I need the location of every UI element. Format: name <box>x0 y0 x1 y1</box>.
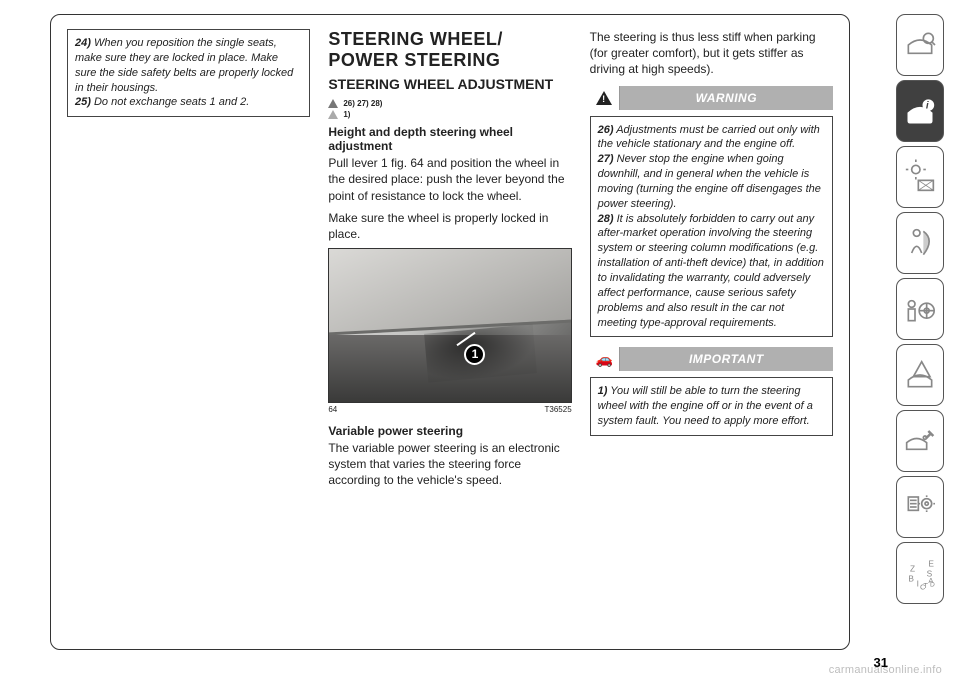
info-triangle-icon <box>328 110 338 119</box>
tab-safety[interactable] <box>896 212 944 274</box>
warning-triangle-icon <box>328 99 338 108</box>
para-lock: Make sure the wheel is properly locked i… <box>328 210 571 242</box>
tab-technical[interactable] <box>896 476 944 538</box>
note-28-text: It is absolutely forbidden to carry out … <box>598 213 824 329</box>
manual-page: 24) When you reposition the single seats… <box>50 14 850 650</box>
svg-text:B: B <box>908 573 914 583</box>
tab-lights[interactable] <box>896 146 944 208</box>
para-stiff: The steering is thus less stiff when par… <box>590 29 833 78</box>
warning-box: 26) Adjustments must be carried out only… <box>590 116 833 338</box>
important-banner-icon: 🚗 <box>590 347 620 371</box>
warning-refs: 26) 27) 28) <box>328 99 571 108</box>
svg-text:i: i <box>926 101 929 112</box>
figure-number: 64 <box>328 405 337 414</box>
svg-text:I: I <box>917 578 919 588</box>
note-1-text: You will still be able to turn the steer… <box>598 385 813 427</box>
subhead-variable: Variable power steering <box>328 424 571 438</box>
note-27-num: 27) <box>598 153 614 165</box>
subhead-adjustment: Height and depth steering wheel adjustme… <box>328 125 571 153</box>
section-tabs-sidebar: i Z B <box>896 14 944 604</box>
tab-getting-to-know[interactable] <box>896 14 944 76</box>
important-box: 1) You will still be able to turn the st… <box>590 377 833 436</box>
column-3: The steering is thus less stiff when par… <box>590 29 833 641</box>
para-pull-lever: Pull lever 1 fig. 64 and position the wh… <box>328 155 571 204</box>
figure-code: T36525 <box>545 405 572 414</box>
warning-banner-label: WARNING <box>620 91 833 105</box>
note-26-text: Adjustments must be carried out only wit… <box>598 124 820 151</box>
tab-knowing-car[interactable]: i <box>896 80 944 142</box>
warning-banner: WARNING <box>590 86 833 110</box>
important-banner-label: IMPORTANT <box>620 352 833 366</box>
note-24-text: When you reposition the single seats, ma… <box>75 37 293 94</box>
svg-text:Z: Z <box>910 563 915 573</box>
watermark: carmanualsonline.info <box>829 664 942 676</box>
tab-emergency[interactable] <box>896 344 944 406</box>
svg-text:E: E <box>928 558 934 568</box>
column-2: STEERING WHEEL/ POWER STEERING STEERING … <box>328 29 571 641</box>
tab-index[interactable]: Z B I C T E S A D <box>896 542 944 604</box>
section-subtitle: STEERING WHEEL ADJUSTMENT <box>328 76 571 93</box>
car-icon: 🚗 <box>595 351 612 368</box>
note-1-num: 1) <box>598 385 608 397</box>
tab-servicing[interactable] <box>896 410 944 472</box>
figure-caption: 64 T36525 <box>328 405 571 414</box>
note-25-num: 25) <box>75 96 91 108</box>
figure-dashboard <box>328 248 571 337</box>
important-banner: 🚗 IMPORTANT <box>590 347 833 371</box>
column-1: 24) When you reposition the single seats… <box>67 29 310 641</box>
svg-text:D: D <box>930 581 935 588</box>
warning-banner-icon <box>590 86 620 110</box>
info-refs: 1) <box>328 110 571 119</box>
note-27-text: Never stop the engine when going downhil… <box>598 153 821 210</box>
section-title: STEERING WHEEL/ POWER STEERING <box>328 29 571 70</box>
note-box-seats: 24) When you reposition the single seats… <box>67 29 310 117</box>
para-variable: The variable power steering is an electr… <box>328 440 571 489</box>
note-25-text: Do not exchange seats 1 and 2. <box>91 96 249 108</box>
figure-64: 1 <box>328 248 571 403</box>
note-28-num: 28) <box>598 213 614 225</box>
note-26-num: 26) <box>598 124 614 136</box>
note-24-num: 24) <box>75 37 91 49</box>
tab-starting[interactable] <box>896 278 944 340</box>
info-ref-numbers: 1) <box>343 110 350 119</box>
warning-ref-numbers: 26) 27) 28) <box>343 99 382 108</box>
